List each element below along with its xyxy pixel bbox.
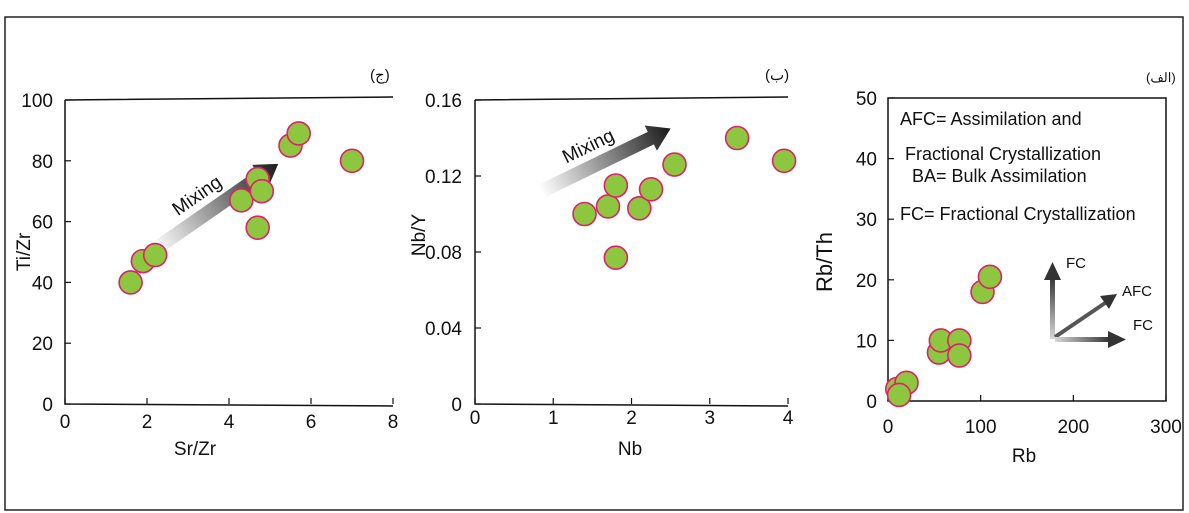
y-tick-label: 40 <box>856 150 877 171</box>
y-tick-label: 60 <box>32 213 53 234</box>
data-point <box>724 125 750 151</box>
figure-frame <box>4 16 1184 511</box>
panel-c-ticks: 0 20 40 60 80 100 0 2 4 6 8 <box>21 91 398 433</box>
y-tick-label: 10 <box>856 331 877 352</box>
x-tick-label: 0 <box>883 417 894 438</box>
mixing-arrow-shape <box>151 163 279 255</box>
panel-c-points <box>118 121 365 295</box>
panel-a-x-label: Rb <box>1012 446 1036 467</box>
y-tick-label: 0.12 <box>425 167 462 188</box>
data-point <box>627 196 652 221</box>
x-tick-label: 0 <box>470 408 481 429</box>
vector-label-fc-up: FC <box>1066 255 1086 272</box>
y-tick-label: 0 <box>866 392 877 413</box>
x-tick-label: 4 <box>224 412 235 433</box>
panel-a-points <box>884 264 1003 408</box>
panel-c-y-label: Ti/Zr <box>14 232 35 271</box>
data-point <box>977 264 1003 290</box>
x-tick-label: 100 <box>965 417 997 438</box>
legend-line-ba: BA= Bulk Assimilation <box>912 166 1087 186</box>
data-point <box>142 242 168 268</box>
legend-line-fc: FC= Fractional Crystallization <box>900 204 1136 224</box>
fc-right-vector-head <box>1108 331 1126 348</box>
panel-b: (ب) Nb Nb/Y Mixing 00.040.080.120.160 1 2 3… <box>409 67 797 460</box>
y-tick-label: 50 <box>856 89 877 110</box>
y-tick-label: 0 <box>451 395 462 416</box>
panel-a-ticks: 0 10 20 30 40 50 0 100 200 300 <box>856 89 1182 438</box>
data-point <box>229 188 254 213</box>
data-point <box>339 148 365 174</box>
panel-b-y-label: Nb/Y <box>409 214 430 257</box>
y-tick-label: 20 <box>856 271 877 292</box>
y-tick-label: 0 <box>42 395 53 416</box>
x-tick-label: 3 <box>704 408 715 429</box>
data-point <box>771 148 797 174</box>
y-tick-label: 80 <box>32 152 53 173</box>
panel-c-axes <box>64 96 394 407</box>
x-tick-label: 0 <box>60 412 71 433</box>
data-point <box>249 178 275 204</box>
y-tick-label: 40 <box>32 273 53 294</box>
panel-a-axes <box>887 97 1167 402</box>
y-tick-label: 20 <box>32 334 53 355</box>
plot-frame <box>887 97 1167 402</box>
x-tick-label: 4 <box>783 408 794 429</box>
y-tick-label: 30 <box>856 210 877 231</box>
fc-right-vector <box>1055 337 1110 342</box>
data-point <box>603 173 629 198</box>
fc-up-vector-head <box>1044 262 1061 280</box>
data-point <box>603 245 629 271</box>
vector-diagram: FC AFC FC <box>1044 255 1153 348</box>
vector-label-fc-right: FC <box>1133 317 1153 334</box>
afc-vector <box>1053 299 1110 339</box>
data-point <box>886 382 912 408</box>
data-point <box>286 121 312 146</box>
panel-b-points <box>572 125 797 271</box>
data-point <box>947 343 972 368</box>
axis-lines <box>64 96 394 407</box>
data-point <box>595 194 621 219</box>
y-tick-label: 0.08 <box>425 243 462 264</box>
panel-b-tag: (ب) <box>765 67 789 84</box>
vector-label-afc: AFC <box>1122 283 1152 300</box>
panel-c-tag: (ج) <box>370 67 390 84</box>
data-point <box>572 201 597 227</box>
panel-a-y-label: Rb/Th <box>812 232 837 292</box>
data-point <box>662 152 687 177</box>
y-tick-label: 0.04 <box>425 319 462 340</box>
panel-a-tag: (الف) <box>1146 70 1176 85</box>
x-tick-label: 8 <box>388 412 399 433</box>
panel-b-x-label: Nb <box>618 439 642 460</box>
y-tick-label: 100 <box>21 91 53 112</box>
x-tick-label: 200 <box>1057 417 1089 438</box>
data-point <box>638 177 664 202</box>
panel-a: (الف) Rb Rb/Th AFC= Assimilation and Fra… <box>812 70 1182 467</box>
afc-vector-head <box>1100 294 1117 309</box>
x-tick-label: 2 <box>142 412 153 433</box>
panel-b-ticks: 0 0.04 0.08 0.12 0.16 0 1 2 3 4 <box>425 91 794 429</box>
x-tick-label: 6 <box>306 412 317 433</box>
x-tick-label: 300 <box>1150 417 1182 438</box>
y-tick-label: 0.16 <box>425 91 462 112</box>
legend-line-afc: AFC= Assimilation and <box>900 109 1082 129</box>
legend-line-fractional: Fractional Crystallization <box>905 144 1101 164</box>
fc-up-vector <box>1050 277 1055 339</box>
data-point <box>118 270 143 295</box>
x-tick-label: 2 <box>626 408 637 429</box>
x-tick-label: 1 <box>548 408 559 429</box>
panel-c-x-label: Sr/Zr <box>174 439 217 460</box>
data-point <box>245 215 271 240</box>
mixing-arrow-shape <box>538 125 671 198</box>
